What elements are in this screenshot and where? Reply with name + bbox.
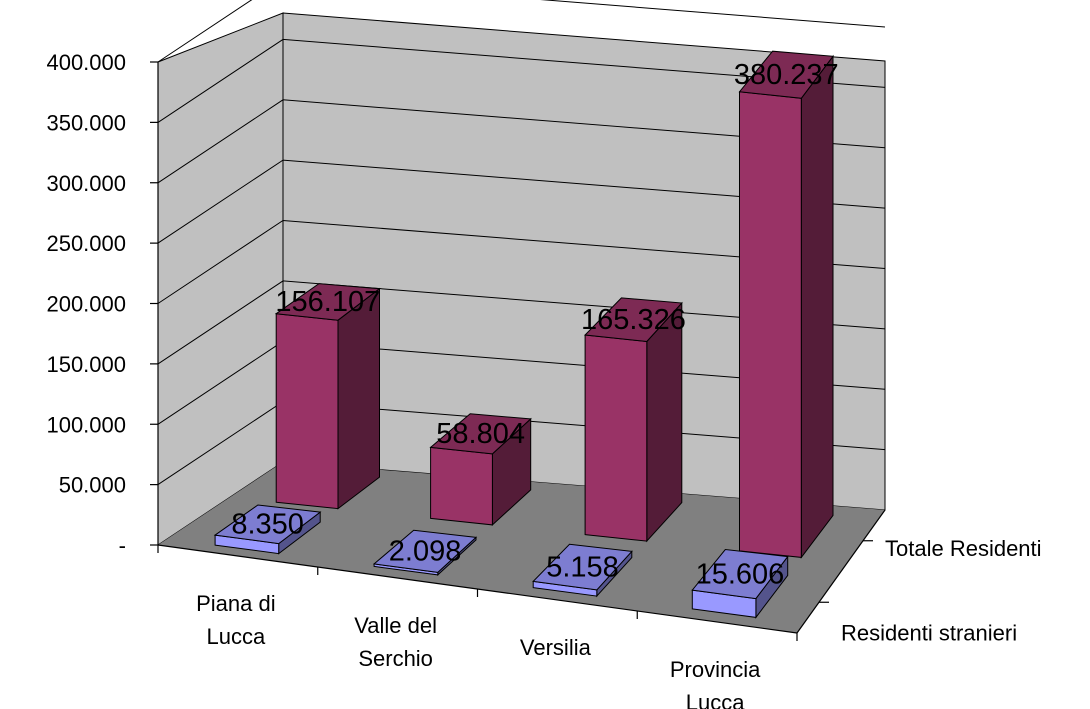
bar bbox=[213, 504, 322, 555]
gridline bbox=[157, 99, 886, 184]
y-tick-label: 50.000 bbox=[59, 473, 126, 498]
series-axis-line bbox=[796, 509, 886, 634]
bar bbox=[532, 543, 633, 598]
y-tick-label: - bbox=[119, 533, 126, 558]
bar bbox=[584, 297, 683, 543]
gridline bbox=[157, 219, 886, 304]
y-tick-label: 100.000 bbox=[46, 412, 126, 437]
bar bbox=[691, 548, 789, 619]
chart-side-wall bbox=[157, 12, 284, 546]
data-label: 156.107 bbox=[275, 286, 380, 318]
gridline bbox=[157, 159, 886, 244]
category-label: Provincia Lucca bbox=[670, 657, 761, 709]
data-labels: 156.107 58.804 165.326 380.237 8.350 2.098 5.1… bbox=[231, 59, 838, 590]
y-tick-label: 300.000 bbox=[46, 171, 126, 196]
gridline bbox=[157, 0, 886, 63]
y-tick-label: 150.000 bbox=[46, 352, 126, 377]
bar bbox=[738, 50, 834, 559]
data-label: 2.098 bbox=[389, 536, 462, 568]
x-axis-categories: Piana di Lucca Valle del Serchio Versilia Pro… bbox=[157, 545, 798, 709]
data-label: 5.158 bbox=[546, 551, 619, 583]
series-axis: Residenti stranieri Totale Residenti bbox=[819, 536, 1042, 645]
y-tick-label: 200.000 bbox=[46, 292, 126, 317]
y-tick-label: 400.000 bbox=[46, 50, 126, 75]
y-axis-ticks: - 50.000 100.000 150.000 200.000 250.000 300.0… bbox=[46, 50, 158, 558]
chart-bars bbox=[213, 50, 834, 619]
series-label: Totale Residenti bbox=[885, 536, 1042, 561]
bar bbox=[372, 529, 478, 577]
category-label: Versilia bbox=[520, 635, 592, 660]
data-label: 15.606 bbox=[696, 558, 785, 590]
y-tick-label: 250.000 bbox=[46, 231, 126, 256]
gridline bbox=[157, 280, 886, 365]
bar bbox=[429, 413, 532, 527]
data-label: 8.350 bbox=[231, 509, 304, 541]
data-label: 58.804 bbox=[436, 418, 525, 450]
series-label: Residenti stranieri bbox=[841, 620, 1017, 645]
category-label: Piana di Lucca bbox=[196, 591, 276, 649]
y-tick-label: 350.000 bbox=[46, 110, 126, 135]
category-label: Valle del Serchio bbox=[354, 613, 437, 671]
gridline bbox=[157, 38, 886, 123]
data-label: 380.237 bbox=[734, 59, 839, 91]
data-label: 165.326 bbox=[581, 304, 686, 336]
bar bbox=[274, 283, 381, 510]
